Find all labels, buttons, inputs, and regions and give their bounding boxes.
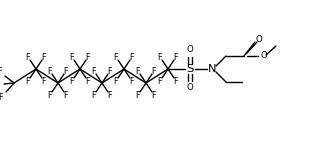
Text: F: F <box>130 53 134 61</box>
Text: F: F <box>92 66 96 76</box>
Text: F: F <box>86 53 90 61</box>
Text: F: F <box>64 90 68 100</box>
Text: O: O <box>187 45 193 55</box>
Text: F: F <box>158 53 162 61</box>
Text: F: F <box>114 77 118 85</box>
Text: S: S <box>186 64 193 74</box>
Text: F: F <box>0 66 2 76</box>
Text: F: F <box>108 66 112 76</box>
Text: F: F <box>92 90 96 100</box>
Text: F: F <box>136 66 140 76</box>
Text: F: F <box>174 53 178 61</box>
Text: F: F <box>70 77 74 85</box>
Text: F: F <box>26 53 30 61</box>
Text: F: F <box>108 90 112 100</box>
Text: F: F <box>114 53 118 61</box>
Text: F: F <box>174 77 178 85</box>
Text: O: O <box>187 83 193 92</box>
Text: O: O <box>261 52 267 60</box>
Text: F: F <box>158 77 162 85</box>
Text: F: F <box>64 66 68 76</box>
Text: F: F <box>0 92 3 102</box>
Text: F: F <box>42 53 46 61</box>
Text: F: F <box>152 66 156 76</box>
Text: F: F <box>152 90 156 100</box>
Text: F: F <box>42 77 46 85</box>
Text: F: F <box>48 90 52 100</box>
Text: F: F <box>48 66 52 76</box>
Text: N: N <box>208 64 216 74</box>
Text: F: F <box>26 77 30 85</box>
Text: O: O <box>255 35 262 43</box>
Text: F: F <box>70 53 74 61</box>
Text: F: F <box>86 77 90 85</box>
Text: F: F <box>136 90 140 100</box>
Text: F: F <box>130 77 134 85</box>
